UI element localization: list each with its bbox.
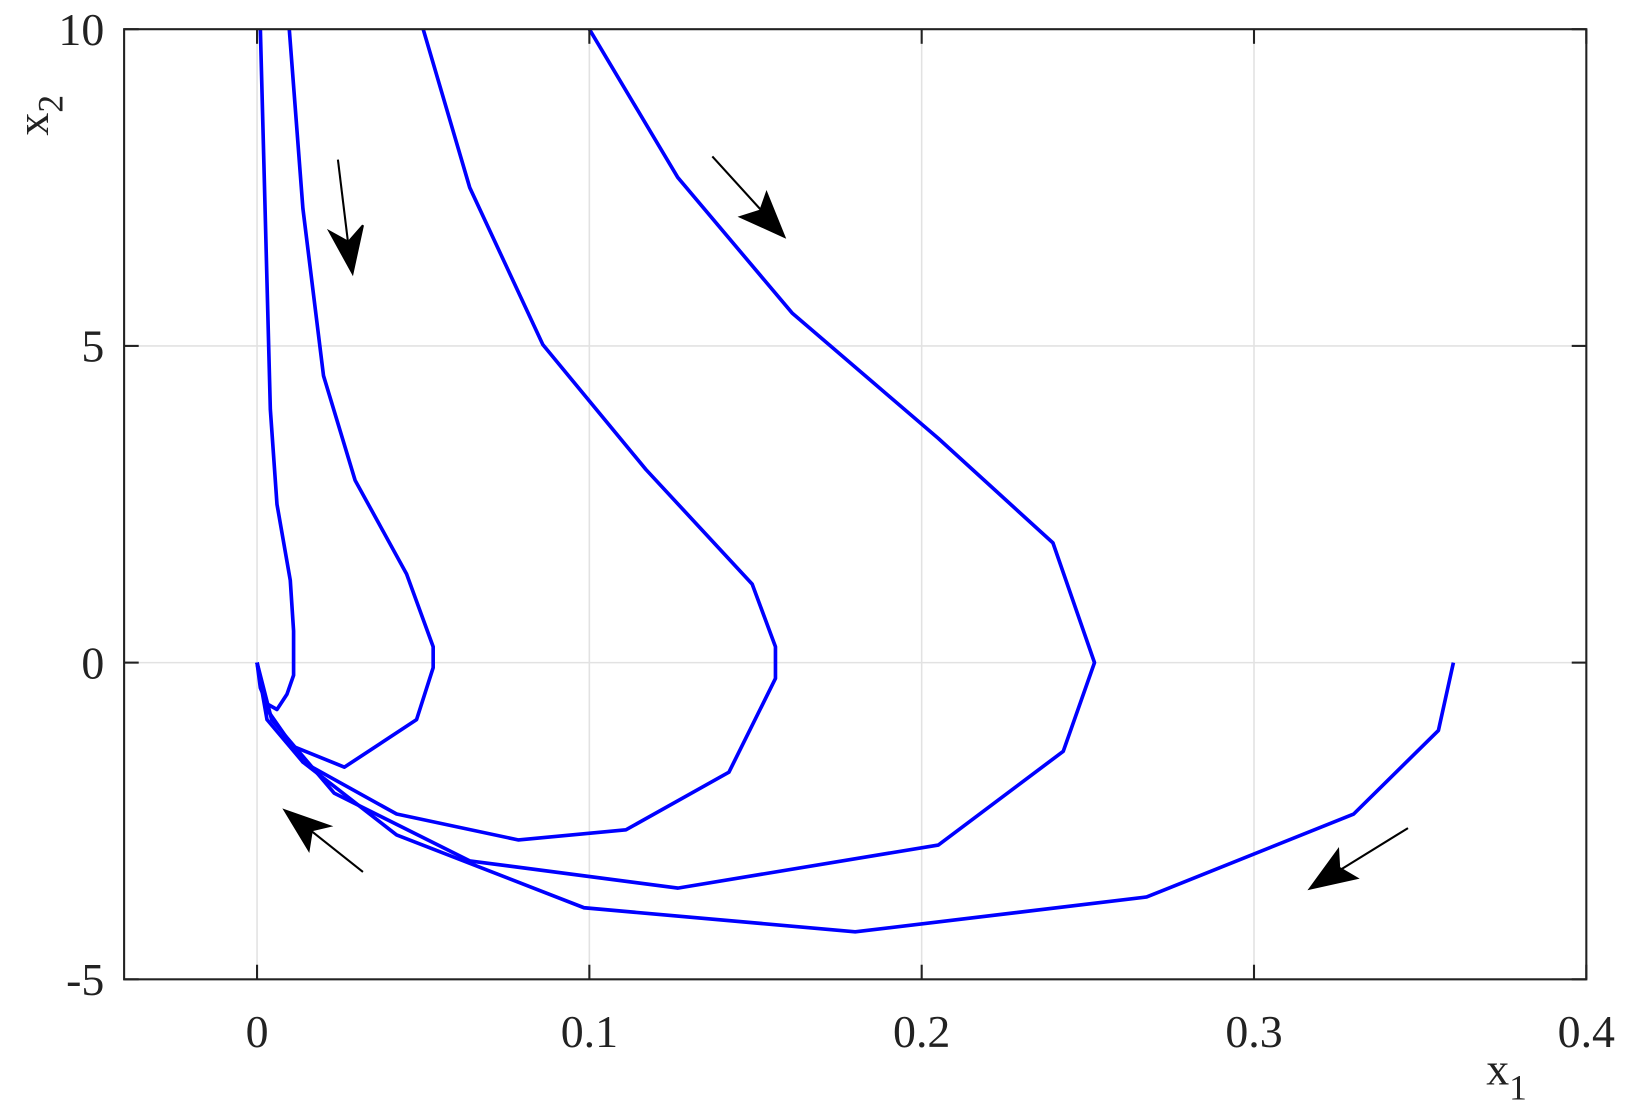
x-tick-label: 0.4	[1558, 1006, 1615, 1057]
y-axis-label-sub: 2	[31, 95, 71, 113]
arrow-shaft	[336, 159, 350, 246]
x-tick-label: 0	[246, 1006, 269, 1057]
y-axis-label: x2	[7, 95, 71, 136]
trajectories	[255, 28, 1456, 934]
x-tick-label: 0.3	[1225, 1006, 1282, 1057]
arrow-shaft	[1336, 827, 1409, 873]
plot-frame	[123, 28, 1588, 981]
trajectory	[255, 28, 1097, 890]
trajectory	[255, 662, 1456, 934]
y-tick-label: 10	[58, 4, 104, 55]
y-tick-label: -5	[66, 954, 104, 1005]
arrow-head	[326, 224, 364, 277]
y-tick-label: 5	[81, 321, 104, 372]
grid	[124, 28, 1588, 981]
x-axis-label-main: x	[1486, 1044, 1509, 1095]
arrow-shaft	[307, 827, 364, 873]
trajectory	[255, 29, 296, 712]
arrow-head	[282, 808, 334, 853]
arrow-head	[1307, 847, 1360, 891]
x-tick-label: 0.2	[893, 1006, 950, 1057]
direction-arrows	[282, 155, 1409, 891]
x-axis-label: x1	[1486, 1044, 1527, 1108]
trajectory	[255, 29, 435, 769]
arrow-head	[737, 190, 787, 239]
trajectory	[255, 28, 778, 842]
arrow-shaft	[711, 155, 766, 215]
x-tick-label: 0.1	[561, 1006, 618, 1057]
x-axis-label-sub: 1	[1509, 1067, 1527, 1107]
ticks: 0 0.1 0.2 0.3 0.4 -5 0 5 10	[58, 4, 1615, 1057]
y-axis-label-main: x	[7, 113, 58, 136]
y-tick-label: 0	[81, 637, 104, 688]
